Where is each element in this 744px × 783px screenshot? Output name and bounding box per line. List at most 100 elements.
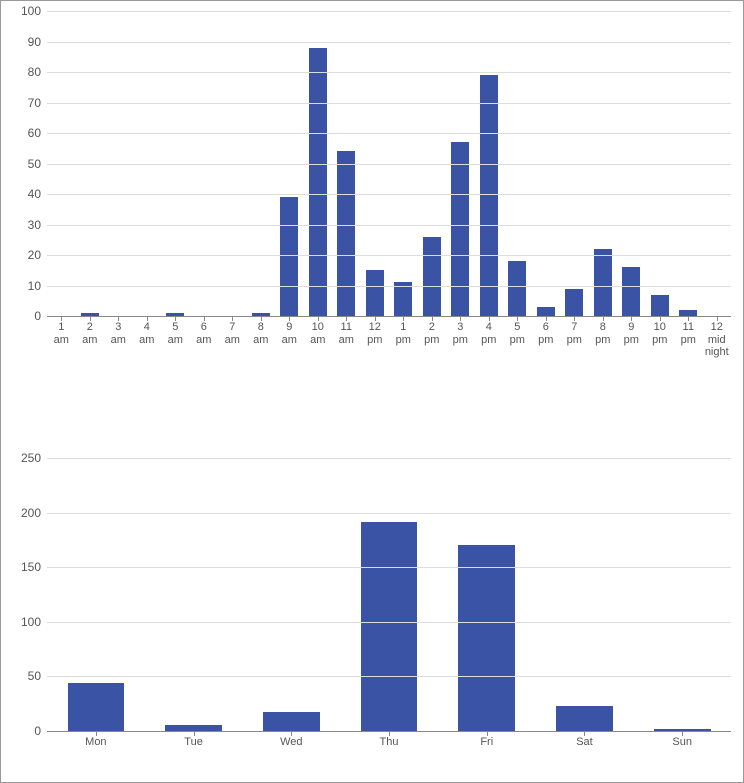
x-tick-label: 6 pm [532,317,561,359]
gridline [47,676,731,677]
x-tick [460,316,461,321]
hourly-bar-chart: 0102030405060708090100 1 am2 am3 am4 am5… [13,11,731,359]
bar [651,295,669,316]
x-tick [61,316,62,321]
x-tick-label: 12 mid night [703,317,732,359]
gridline [47,567,731,568]
x-tick-label: 5 pm [503,317,532,359]
bar [458,545,515,731]
bar [508,261,526,316]
gridline [47,286,731,287]
y-tick-label: 0 [13,724,41,738]
bar-slot [633,429,731,731]
bar [263,712,320,731]
x-tick-label: 11 pm [674,317,703,359]
bar [309,48,327,316]
x-tick [175,316,176,321]
gridline [47,72,731,73]
x-tick [291,731,292,736]
y-tick-label: 20 [13,248,41,262]
x-tick [603,316,604,321]
x-tick [147,316,148,321]
gridline [47,133,731,134]
gridline [47,225,731,226]
x-tick [517,316,518,321]
x-tick [194,731,195,736]
x-tick [118,316,119,321]
y-tick-label: 100 [13,4,41,18]
x-tick-label: 12 pm [361,317,390,359]
x-tick [574,316,575,321]
hourly-x-axis-labels: 1 am2 am3 am4 am5 am6 am7 am8 am9 am10 a… [47,317,731,359]
y-tick-label: 100 [13,615,41,629]
bar-slot [242,429,340,731]
bar-slot [47,429,145,731]
gridline [47,622,731,623]
x-tick-label: 6 am [190,317,219,359]
x-tick-label: 9 pm [617,317,646,359]
y-tick-label: 40 [13,187,41,201]
x-tick-label: 4 am [133,317,162,359]
bar [480,75,498,316]
bar [451,142,469,316]
y-tick-label: 50 [13,669,41,683]
x-tick-label: 4 pm [475,317,504,359]
bar-slot [438,429,536,731]
x-tick-label: 2 am [76,317,105,359]
y-tick-label: 200 [13,506,41,520]
gridline [47,11,731,12]
daily-plot-area: 050100150200250 [47,429,731,732]
gridline [47,103,731,104]
x-tick [688,316,689,321]
x-tick [318,316,319,321]
bar [556,706,613,731]
x-tick-label: 3 am [104,317,133,359]
bar [366,270,384,316]
daily-bar-chart: 050100150200250 MonTueWedThuFriSatSun [13,429,731,749]
gridline [47,513,731,514]
charts-frame: 0102030405060708090100 1 am2 am3 am4 am5… [0,0,744,783]
bar-slot [340,429,438,731]
bar [423,237,441,316]
bar [68,683,125,731]
bar [594,249,612,316]
y-tick-label: 250 [13,451,41,465]
bar [565,289,583,316]
x-tick-label: 5 am [161,317,190,359]
bar [337,151,355,316]
x-tick-label: 3 pm [446,317,475,359]
x-tick [546,316,547,321]
x-tick [682,731,683,736]
x-tick [660,316,661,321]
x-tick [389,731,390,736]
x-tick-label: 1 pm [389,317,418,359]
x-tick-label: 8 am [247,317,276,359]
y-tick-label: 70 [13,96,41,110]
x-tick [204,316,205,321]
y-tick-label: 50 [13,157,41,171]
x-tick [96,731,97,736]
y-tick-label: 0 [13,309,41,323]
hourly-plot-area: 0102030405060708090100 [47,11,731,317]
x-tick-label: 8 pm [589,317,618,359]
y-tick-label: 80 [13,65,41,79]
x-tick [432,316,433,321]
x-tick-label: 10 pm [646,317,675,359]
x-tick [289,316,290,321]
bar [537,307,555,316]
x-tick [584,731,585,736]
bar-slot [145,429,243,731]
x-tick-label: 1 am [47,317,76,359]
x-tick-label: 2 pm [418,317,447,359]
y-tick-label: 150 [13,560,41,574]
x-tick [487,731,488,736]
gridline [47,255,731,256]
x-tick [261,316,262,321]
x-tick [232,316,233,321]
y-tick-label: 30 [13,218,41,232]
chart-gap [13,359,731,429]
daily-bars [47,429,731,731]
gridline [47,194,731,195]
bar [394,282,412,316]
x-tick [346,316,347,321]
